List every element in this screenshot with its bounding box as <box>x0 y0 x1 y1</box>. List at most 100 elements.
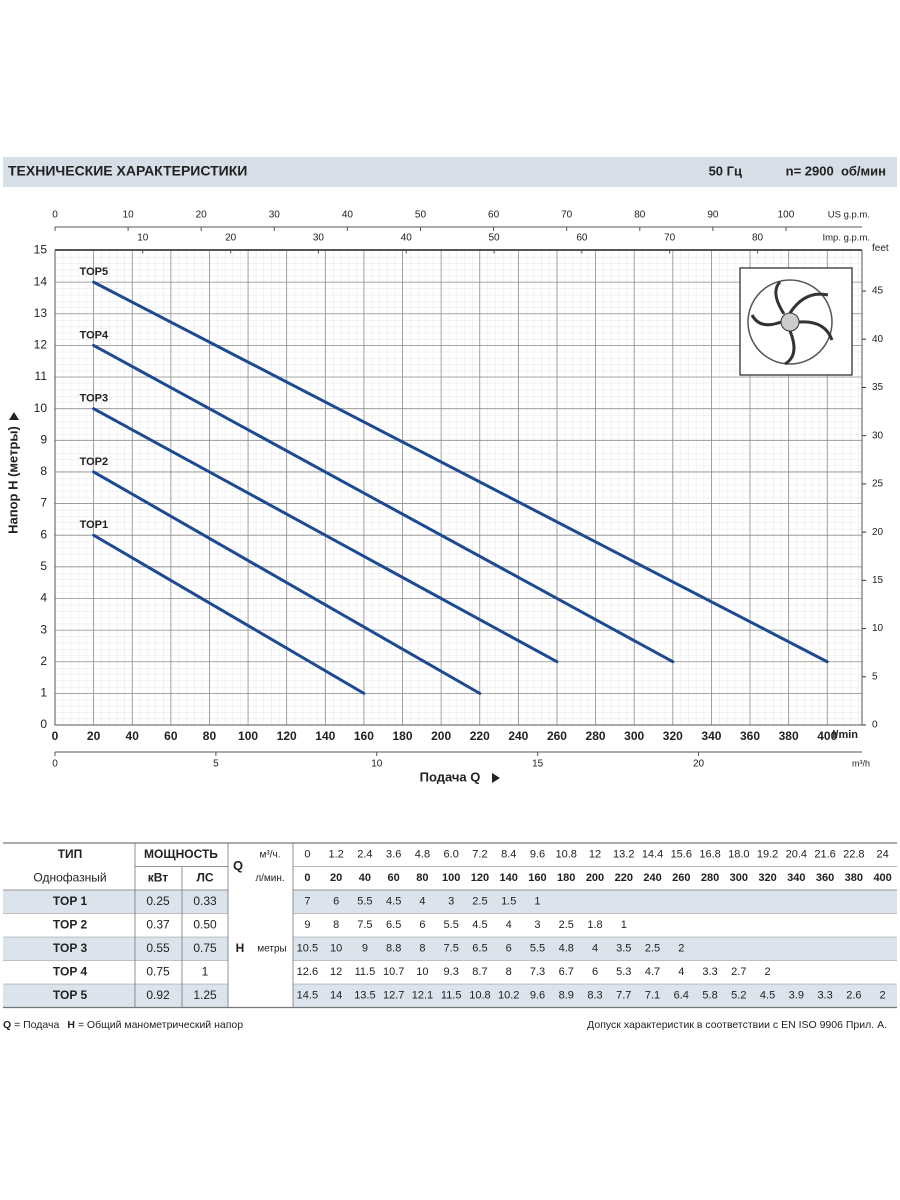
top-axis-tick-label: 10 <box>123 210 135 221</box>
table-header: л/мин. <box>255 873 284 884</box>
x-tick-label: 380 <box>779 729 799 743</box>
x-axis-unit: l/min <box>832 729 858 741</box>
q-m3h-cell: 16.8 <box>699 849 720 861</box>
bottom-axis-tick-label: 0 <box>52 759 58 770</box>
x-tick-label: 60 <box>164 729 178 743</box>
head-cell: 3 <box>534 919 540 931</box>
row-kw: 0.55 <box>146 941 170 955</box>
head-cell: 1 <box>534 896 540 908</box>
table-header: Q <box>233 858 243 873</box>
top-axis-tick-label: 40 <box>342 210 354 221</box>
q-m3h-cell: 20.4 <box>786 849 807 861</box>
head-cell: 6 <box>333 896 339 908</box>
q-lpm-cell: 140 <box>500 872 518 884</box>
head-cell: 13.5 <box>354 990 375 1002</box>
q-m3h-cell: 1.2 <box>328 849 343 861</box>
top-axis-tick-label: 10 <box>137 233 149 244</box>
head-cell: 3 <box>448 896 454 908</box>
q-m3h-cell: 9.6 <box>530 849 545 861</box>
row-kw: 0.92 <box>146 988 170 1002</box>
series-line <box>92 407 559 664</box>
plot-frame <box>54 250 863 726</box>
head-cell: 1.8 <box>587 919 602 931</box>
x-tick-label: 360 <box>740 729 760 743</box>
head-cell: 8.7 <box>472 966 487 978</box>
bottom-axis-tick-label: 5 <box>213 759 219 770</box>
head-cell: 9 <box>362 943 368 955</box>
x-tick-label: 140 <box>315 729 335 743</box>
y-tick-label: 3 <box>40 622 47 636</box>
y-tick-label: 13 <box>34 306 48 320</box>
head-cell: 1 <box>621 919 627 931</box>
q-lpm-cell: 400 <box>873 872 891 884</box>
y-tick-label: 4 <box>40 591 47 605</box>
x-axis-arrow <box>492 773 500 783</box>
head-cell: 12.7 <box>383 990 404 1002</box>
q-m3h-cell: 6.0 <box>444 849 459 861</box>
row-kw: 0.75 <box>146 964 170 978</box>
head-cell: 10.8 <box>469 990 490 1002</box>
y2-tick-label: 45 <box>872 286 884 297</box>
head-cell: 11.5 <box>355 966 376 978</box>
head-cell: 3.3 <box>702 966 717 978</box>
plot-background <box>55 250 862 725</box>
q-m3h-cell: 2.4 <box>357 849 372 861</box>
y-tick-label: 8 <box>40 464 47 478</box>
row-name: TOP 1 <box>53 894 88 908</box>
top-axis-label: US g.p.m. <box>828 210 870 221</box>
head-cell: 6.4 <box>674 990 689 1002</box>
q-lpm-cell: 160 <box>528 872 546 884</box>
x-tick-label: 400 <box>817 729 837 743</box>
head-cell: 2.6 <box>846 990 861 1002</box>
q-m3h-cell: 15.6 <box>671 849 692 861</box>
q-lpm-cell: 360 <box>816 872 834 884</box>
footer-note: Допуск характеристик в соответствии с EN… <box>587 1019 887 1031</box>
q-lpm-cell: 120 <box>471 872 489 884</box>
q-m3h-cell: 19.2 <box>757 849 778 861</box>
top-axis-tick-label: 80 <box>634 210 646 221</box>
row-shade <box>293 890 897 914</box>
row-shade <box>293 984 897 1008</box>
q-lpm-cell: 320 <box>758 872 776 884</box>
x-tick-label: 20 <box>87 729 101 743</box>
q-lpm-cell: 200 <box>586 872 604 884</box>
q-lpm-cell: 280 <box>701 872 719 884</box>
q-m3h-cell: 22.8 <box>843 849 864 861</box>
series-line <box>92 470 482 695</box>
x-tick-label: 340 <box>701 729 721 743</box>
table-header: м³/ч. <box>260 849 281 860</box>
head-cell: 2.5 <box>559 919 574 931</box>
head-cell: 1.5 <box>501 896 516 908</box>
row-name: TOP 3 <box>53 941 88 955</box>
q-lpm-cell: 300 <box>730 872 748 884</box>
head-cell: 3.5 <box>616 943 631 955</box>
head-cell: 8.8 <box>386 943 401 955</box>
y2-tick-label: 35 <box>872 382 884 393</box>
head-cell: 9.6 <box>530 990 545 1002</box>
row-hp: 0.50 <box>193 917 217 931</box>
y-tick-label: 14 <box>34 274 48 288</box>
series-label: TOP1 <box>80 519 109 531</box>
top-axis-tick-label: 70 <box>561 210 573 221</box>
q-m3h-cell: 4.8 <box>415 849 430 861</box>
x-tick-label: 280 <box>586 729 606 743</box>
row-shade <box>293 937 897 961</box>
y-tick-label: 7 <box>40 496 47 510</box>
row-hp: 0.75 <box>193 941 217 955</box>
spec-table: ТИП Однофазный МОЩНОСТЬ кВт ЛС Qм³/ч. л/мин. H м… <box>3 842 897 1009</box>
x-tick-label: 0 <box>52 729 59 743</box>
x-tick-label: 220 <box>470 729 490 743</box>
head-cell: 6.5 <box>386 919 401 931</box>
head-cell: 4 <box>419 896 425 908</box>
header-speed: n= 2900 об/мин <box>786 163 886 178</box>
head-cell: 7.3 <box>530 966 545 978</box>
y-tick-label: 5 <box>40 559 47 573</box>
head-cell: 12 <box>330 966 342 978</box>
top-axis-tick-label: 20 <box>225 233 237 244</box>
head-cell: 8 <box>333 919 339 931</box>
x-tick-label: 160 <box>354 729 374 743</box>
row-hp: 0.33 <box>193 894 217 908</box>
head-cell: 6 <box>419 919 425 931</box>
head-cell: 4.5 <box>386 896 401 908</box>
head-cell: 4 <box>506 919 512 931</box>
